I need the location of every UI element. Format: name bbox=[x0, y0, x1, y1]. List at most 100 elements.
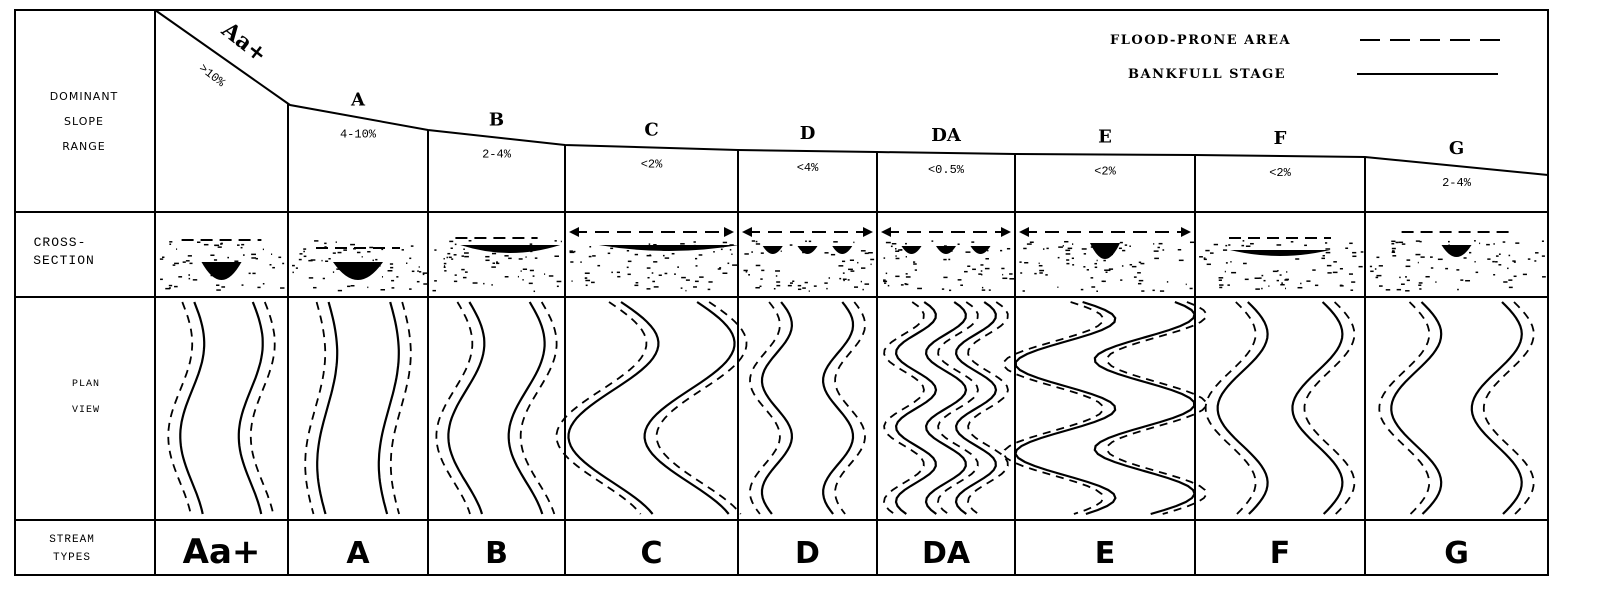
stream-column-e: E <2% E bbox=[1002, 127, 1208, 571]
flood-prone-boundary bbox=[1482, 301, 1535, 515]
stream-type-label: G bbox=[1444, 536, 1469, 571]
types-label-1: STREAM bbox=[49, 534, 95, 546]
arrow-icon bbox=[881, 227, 1011, 237]
legend-bankfull-label: BANKFULL STAGE bbox=[1128, 67, 1286, 82]
bankfull-channel-line bbox=[1216, 301, 1269, 515]
flood-prone-boundary bbox=[1204, 301, 1257, 515]
plan-view-sketch bbox=[1002, 300, 1208, 516]
slope-range-value: <2% bbox=[641, 158, 663, 172]
channel-shape bbox=[797, 246, 818, 254]
bankfull-channel-line bbox=[821, 301, 855, 515]
types-label-2: TYPES bbox=[53, 552, 91, 564]
cross-section-sketch bbox=[292, 240, 428, 292]
slope-label-2: SLOPE bbox=[64, 115, 104, 128]
slope-range-value: <0.5% bbox=[928, 163, 965, 177]
stream-type-label: A bbox=[346, 536, 370, 571]
plan-view-sketch bbox=[555, 301, 748, 515]
bankfull-channel-line bbox=[377, 301, 400, 515]
flood-prone-boundary bbox=[435, 301, 474, 515]
stream-column-c: C <2% C bbox=[555, 120, 748, 571]
slope-type-letter: G bbox=[1449, 138, 1464, 159]
channel-shape bbox=[1090, 243, 1120, 259]
slope-type-letter: D bbox=[800, 123, 816, 144]
flood-prone-boundary bbox=[937, 301, 979, 515]
cross-section-sketch bbox=[742, 227, 875, 292]
channel-shape bbox=[1230, 250, 1330, 256]
legend: FLOOD-PRONE AREA BANKFULL STAGE bbox=[1110, 33, 1505, 82]
bankfull-channel-line bbox=[1390, 301, 1443, 515]
bankfull-channel-line bbox=[894, 301, 938, 515]
slope-type-letter: Aa+ bbox=[216, 16, 272, 68]
slope-range-value: 2-4% bbox=[482, 148, 512, 162]
bankfull-channel-line bbox=[179, 301, 206, 515]
channel-shape bbox=[598, 245, 739, 251]
bankfull-channel-line bbox=[1470, 301, 1523, 515]
plan-view-sketch bbox=[435, 301, 558, 515]
legend-flood-prone-label: FLOOD-PRONE AREA bbox=[1110, 33, 1291, 48]
stream-type-label: F bbox=[1270, 536, 1291, 571]
slope-range-value: 4-10% bbox=[340, 127, 377, 141]
plan-view-sketch bbox=[167, 301, 276, 515]
plan-view-sketch bbox=[1378, 301, 1535, 515]
flood-prone-boundary bbox=[555, 301, 648, 515]
slope-type-letter: B bbox=[489, 110, 504, 131]
plan-label-2: VIEW bbox=[72, 405, 100, 416]
channel-shape bbox=[901, 246, 922, 254]
channel-shape bbox=[936, 246, 956, 254]
stream-column-f: F <2% F bbox=[1199, 128, 1364, 571]
channel-shape bbox=[970, 246, 991, 254]
arrow-icon bbox=[742, 227, 873, 237]
table-grid bbox=[14, 9, 1549, 576]
flood-prone-boundary bbox=[1105, 301, 1208, 515]
bankfull-channel-line bbox=[954, 301, 998, 515]
slope-range-value: 2-4% bbox=[1442, 176, 1472, 190]
slope-range-value: <2% bbox=[1269, 166, 1291, 180]
stream-column-d: D <4% D bbox=[742, 123, 875, 571]
slope-label-1: DOMINANT bbox=[50, 90, 119, 103]
stream-type-label: B bbox=[485, 536, 508, 571]
bankfull-channel-line bbox=[237, 301, 264, 515]
flood-prone-boundary bbox=[967, 301, 1009, 515]
bankfull-channel-line bbox=[760, 301, 794, 515]
slope-profile-line bbox=[154, 9, 1549, 176]
slope-type-letter: C bbox=[644, 120, 658, 141]
channel-shape bbox=[460, 245, 561, 253]
channel-shape bbox=[762, 246, 783, 254]
cross-section-sketch bbox=[432, 237, 562, 293]
table-border bbox=[14, 9, 1549, 576]
slope-type-letter: F bbox=[1274, 128, 1287, 149]
slope-range-value: <4% bbox=[797, 161, 819, 175]
bankfull-channel-line bbox=[1014, 300, 1117, 516]
cross-section-sketch bbox=[1369, 231, 1546, 292]
bankfull-channel-line bbox=[567, 301, 660, 515]
flood-prone-boundary bbox=[304, 301, 327, 515]
bankfull-channel-line bbox=[447, 301, 486, 515]
stream-column-aa-plus: Aa+>10%Aa+ bbox=[159, 16, 285, 572]
stream-type-label: Aa+ bbox=[183, 532, 261, 572]
cross-label-1: CROSS- bbox=[34, 235, 87, 250]
stream-column-b: B 2-4% B bbox=[432, 110, 562, 571]
plan-view-sketch bbox=[749, 301, 866, 515]
flood-prone-boundary bbox=[1303, 301, 1356, 515]
plan-view-sketch bbox=[304, 301, 412, 515]
channel-shape bbox=[201, 262, 242, 280]
cross-section-sketch bbox=[159, 239, 285, 291]
cross-section-sketch bbox=[1019, 227, 1195, 292]
bankfull-channel-line bbox=[316, 301, 339, 515]
channel-shape bbox=[333, 262, 383, 280]
stream-type-label: C bbox=[640, 536, 662, 571]
slope-range-value: <2% bbox=[1094, 165, 1116, 179]
slope-type-letter: DA bbox=[931, 125, 962, 146]
cross-label-2: SECTION bbox=[33, 253, 95, 268]
stream-columns: Aa+>10%Aa+A4-10%AB2-4%BC<2%CD<4%DDA<0.5%… bbox=[159, 16, 1546, 572]
plan-label-1: PLAN bbox=[72, 379, 100, 390]
flood-prone-boundary bbox=[655, 301, 748, 515]
stream-column-g: G 2-4% G bbox=[1369, 138, 1546, 571]
stream-type-label: D bbox=[795, 536, 820, 571]
channel-shape bbox=[1441, 245, 1472, 257]
cross-section-sketch bbox=[569, 227, 739, 292]
bankfull-channel-line bbox=[1093, 300, 1196, 516]
slope-label-3: RANGE bbox=[62, 140, 105, 153]
slope-range-value: >10% bbox=[196, 61, 228, 90]
